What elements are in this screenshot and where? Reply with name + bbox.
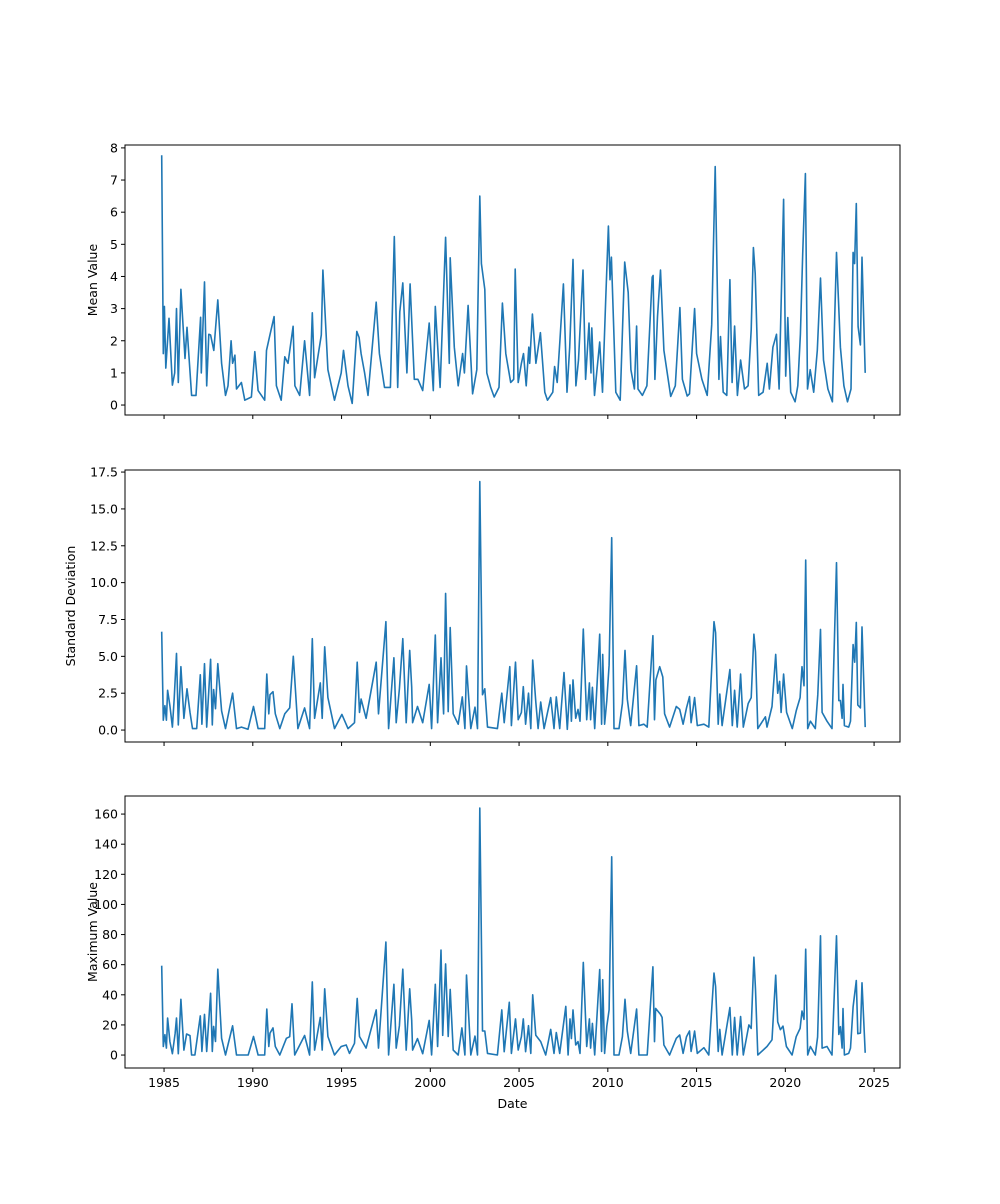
y-tick-label: 0 — [110, 1048, 118, 1063]
y-tick-label: 120 — [94, 867, 118, 882]
standard-deviation-panel: 0.0 2.5 5.0 7.5 10.0 12.5 15.0 17.5 — [90, 465, 901, 746]
y-tick-label: 80 — [102, 927, 118, 942]
y-tick-label: 60 — [102, 957, 118, 972]
axes-frame — [124, 469, 901, 743]
y-tick-label: 100 — [94, 897, 118, 912]
y-tick-label: 2 — [110, 333, 118, 348]
series-line — [160, 480, 866, 731]
x-tick-label: 2005 — [503, 1075, 535, 1090]
x-tick-label: 2000 — [414, 1075, 446, 1090]
y-tick-label: 5 — [110, 237, 118, 252]
x-tick-label: 2020 — [769, 1075, 801, 1090]
y-tick-label: 3 — [110, 301, 118, 316]
x-tick-label: 2010 — [592, 1075, 624, 1090]
x-tick-label: 1990 — [237, 1075, 269, 1090]
series-line — [160, 155, 866, 405]
y-tick-label: 6 — [110, 205, 118, 220]
y-axis-label-mean: Mean Value — [85, 244, 100, 317]
y-axis-label-max: Maximum Value — [85, 882, 100, 982]
y-tick-label: 7 — [110, 173, 118, 188]
x-tick-label: 2025 — [858, 1075, 890, 1090]
y-tick-label: 4 — [110, 269, 118, 284]
y-tick-label: 5.0 — [98, 649, 118, 664]
y-tick-label: 2.5 — [98, 686, 118, 701]
y-tick-label: 20 — [102, 1017, 118, 1032]
y-tick-label: 0.0 — [98, 723, 118, 738]
y-tick-label: 7.5 — [98, 612, 118, 627]
maximum-value-panel: 0 20 40 60 80 100 120 140 160 1985 1990 1995 2000 200… — [94, 795, 901, 1090]
y-tick-label: 160 — [94, 807, 118, 822]
y-tick-label: 140 — [94, 837, 118, 852]
y-tick-label: 0 — [110, 398, 118, 413]
x-axis-label: Date — [498, 1096, 528, 1111]
axes-frame — [124, 795, 901, 1069]
y-axis-label-std: Standard Deviation — [63, 546, 78, 667]
x-tick-label: 2015 — [681, 1075, 713, 1090]
mean-value-panel: 0 1 2 3 4 5 6 7 8 — [110, 140, 901, 419]
y-tick-label: 8 — [110, 140, 118, 155]
y-tick-label: 10.0 — [90, 575, 118, 590]
y-tick-label: 40 — [102, 987, 118, 1002]
x-tick-label: 1985 — [148, 1075, 180, 1090]
series-line — [160, 807, 866, 1056]
y-tick-label: 12.5 — [90, 538, 118, 553]
y-tick-label: 1 — [110, 365, 118, 380]
y-tick-label: 15.0 — [90, 501, 118, 516]
y-tick-label: 17.5 — [90, 465, 118, 480]
x-tick-label: 1995 — [326, 1075, 358, 1090]
axes-frame — [124, 144, 901, 416]
